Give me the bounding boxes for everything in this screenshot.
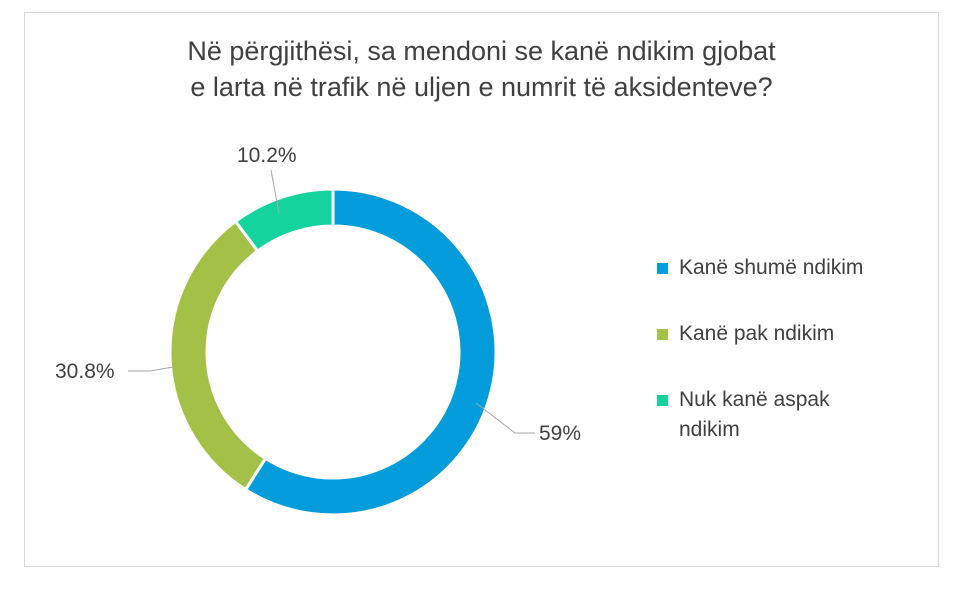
leader-line-kane-pak-ndikim [128,366,174,372]
chart-title: Në përgjithësi, sa mendoni se kanë ndiki… [25,33,938,105]
donut-slice-nuk-kane-aspak-ndikim [233,187,335,254]
legend-label: Nuk kanë aspak ndikim [679,388,830,441]
chart-title-line-1: Në përgjithësi, sa mendoni se kanë ndiki… [187,36,776,66]
leader-line-nuk-kane-aspak-ndikim [270,169,280,214]
leader-lines [128,169,535,434]
legend-swatch [657,263,668,274]
legend-swatch [657,395,668,406]
legend-item-nuk-kane-aspak-ndikim: Nuk kanë aspak ndikim [657,385,889,445]
donut-slices [168,187,498,517]
chart-title-line-2: e larta në trafik në uljen e numrit të a… [190,72,773,102]
legend-label: Kanë shumë ndikim [679,256,864,279]
legend-label: Kanë pak ndikim [679,322,835,345]
donut-slice-kane-pak-ndikim [168,219,268,492]
donut-chart: 59% 30.8% 10.2% [55,144,581,517]
data-label-kane-pak-ndikim: 30.8% [55,360,115,383]
legend-swatch [657,329,668,340]
legend-item-kane-shume-ndikim: Kanë shumë ndikim [657,253,919,283]
legend-item-kane-pak-ndikim: Kanë pak ndikim [657,319,919,349]
donut-slice-kane-shume-ndikim [243,187,498,517]
data-label-kane-shume-ndikim: 59% [539,422,581,445]
data-label-nuk-kane-aspak-ndikim: 10.2% [237,144,297,167]
chart-frame: Në përgjithësi, sa mendoni se kanë ndiki… [24,12,939,567]
legend: Kanë shumë ndikim Kanë pak ndikim Nuk ka… [657,253,919,481]
leader-line-kane-shume-ndikim [475,402,535,434]
